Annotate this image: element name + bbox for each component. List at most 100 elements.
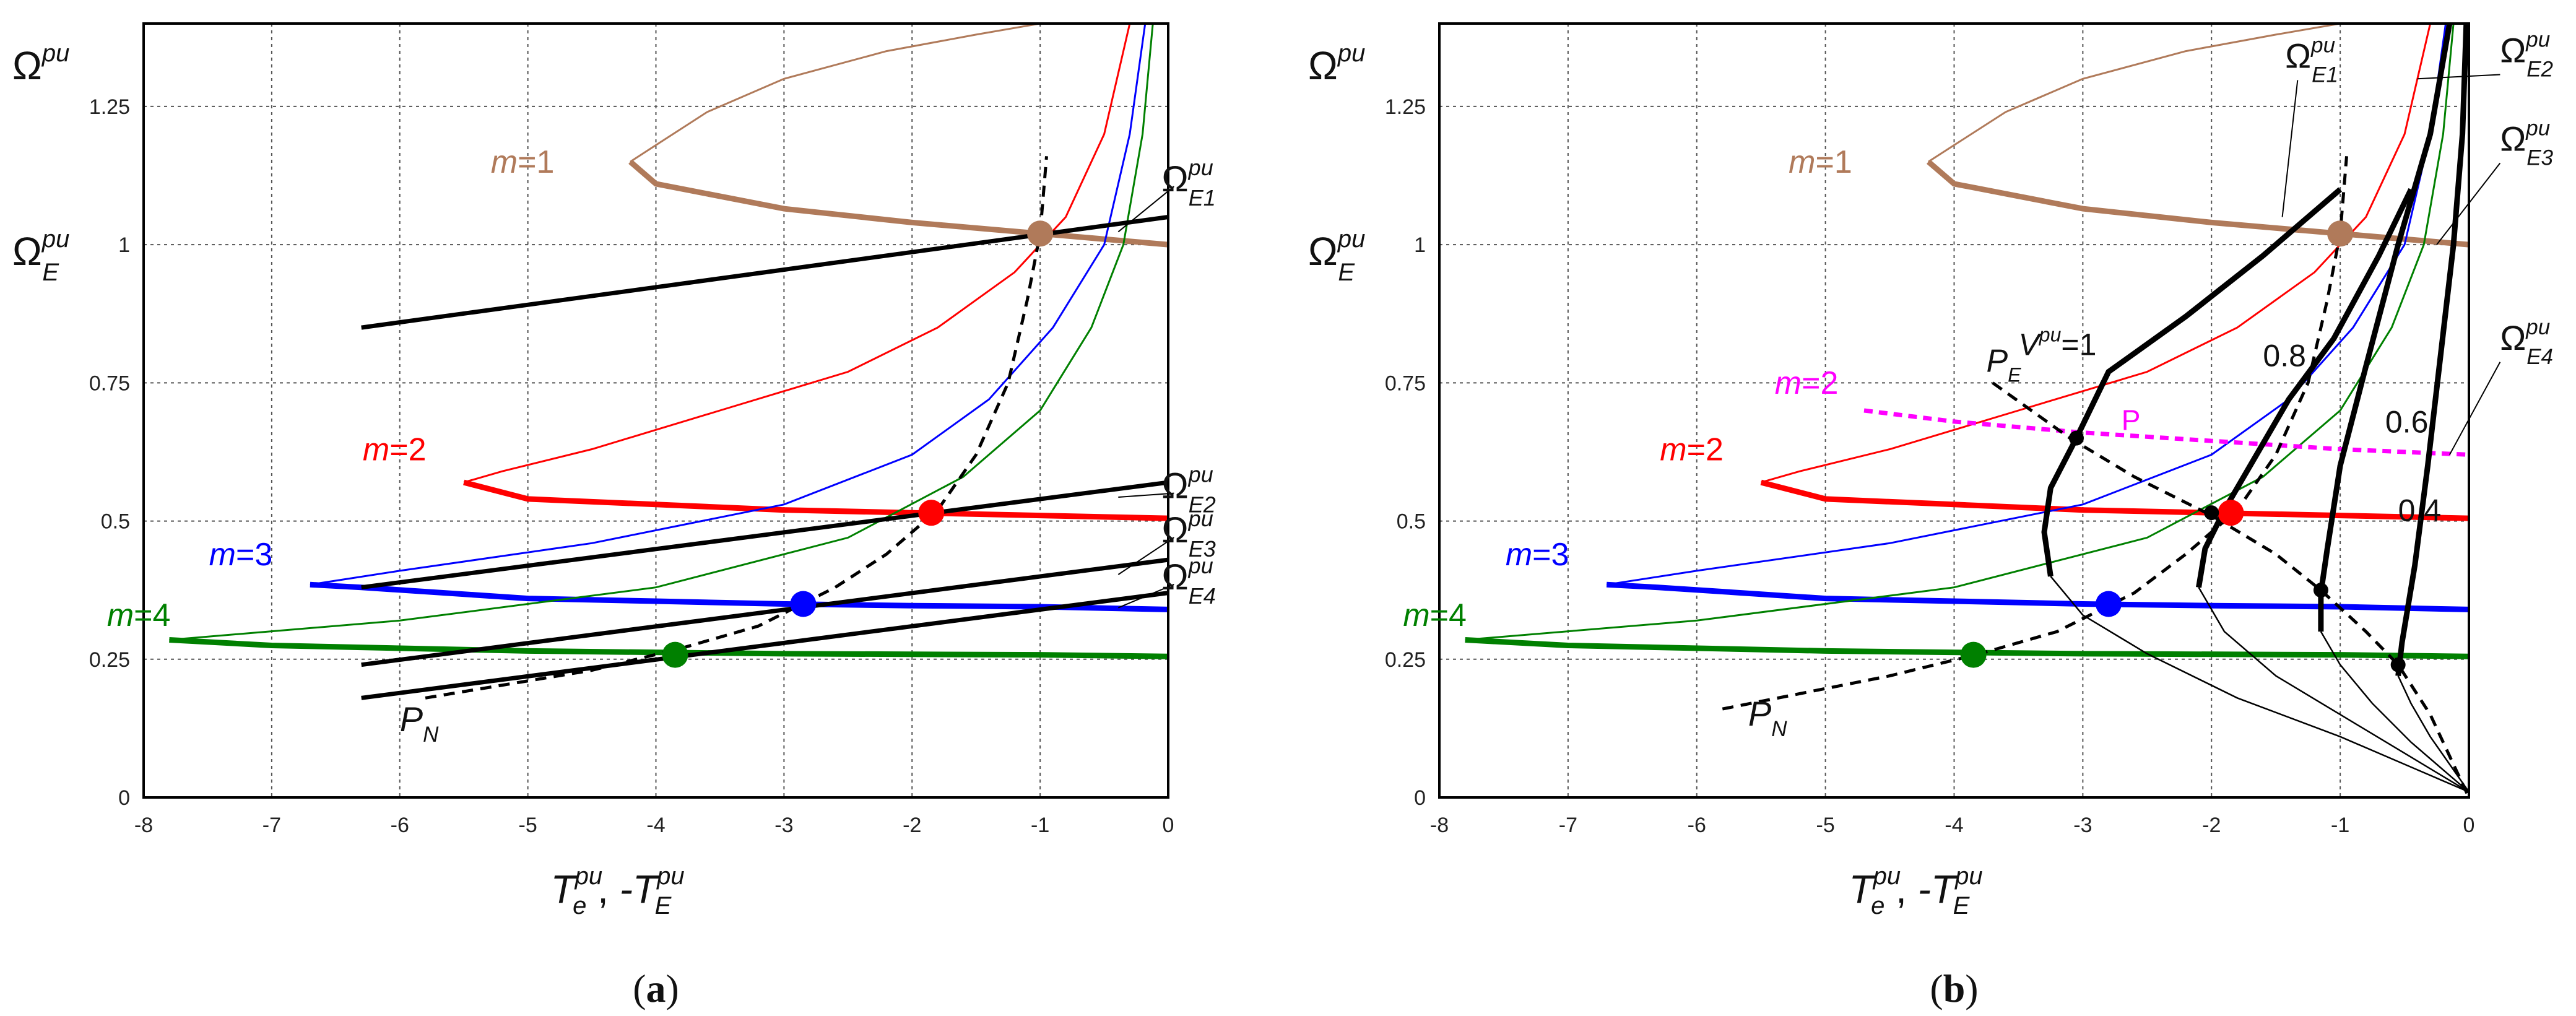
mode-curve-thin-2 bbox=[1761, 23, 2432, 484]
m1-point bbox=[1027, 220, 1054, 247]
y-tick-label: 0.25 bbox=[1385, 648, 1426, 672]
x-tick-label: -1 bbox=[1031, 814, 1049, 837]
mode-curve-thin-1 bbox=[630, 22, 1041, 163]
y-tick-label: 0.5 bbox=[101, 510, 130, 534]
y-tick-label: 0.5 bbox=[1397, 510, 1426, 534]
x-tick-label: 0 bbox=[1163, 814, 1174, 837]
y-tick-label: 0 bbox=[1414, 786, 1426, 810]
y-tick-label: 0.75 bbox=[1385, 371, 1426, 395]
load-line-leader bbox=[1118, 492, 1174, 498]
y-tick-label: 0.75 bbox=[89, 371, 130, 395]
x-axis-title: Tpu e , -Tpu E bbox=[1849, 862, 1983, 919]
a-caption: (a) bbox=[633, 966, 679, 1010]
x-tick-label: -2 bbox=[2202, 814, 2221, 837]
pe-curve bbox=[1992, 381, 2471, 799]
b-annotations: Ωpu Ωpu E Tpu e , -Tpu E m=1 m=2 m=3 m=4 m=2 P Vpu=1… bbox=[1308, 28, 2554, 920]
mode-curve-thick-2 bbox=[463, 479, 1169, 521]
y-axis-title-top: Ωpu bbox=[1308, 40, 1365, 88]
intersection-point-2 bbox=[2204, 505, 2219, 521]
load-line-label-1: Ωpu E1 bbox=[1161, 155, 1215, 211]
mode-curve-thin-3 bbox=[1606, 23, 2447, 586]
load-label-3: Ωpu E3 bbox=[2500, 116, 2553, 170]
y-tick-label: 1 bbox=[118, 233, 130, 257]
a-marks bbox=[169, 22, 1169, 700]
x-axis-title: Tpu e , -Tpu E bbox=[551, 862, 685, 919]
x-tick-label: -8 bbox=[134, 814, 153, 837]
mode-label-4: m=4 bbox=[1403, 597, 1467, 633]
b-plot-frame bbox=[1438, 22, 2470, 799]
mode-curve-thick-4 bbox=[1465, 637, 2470, 659]
mode-label-1: m=1 bbox=[491, 144, 555, 180]
load-line-leader bbox=[1117, 584, 1174, 609]
y-axis-title-bottom: Ωpu E bbox=[12, 225, 69, 286]
load-line-label-2: Ωpu E2 bbox=[1161, 462, 1215, 518]
load-label-leader bbox=[2436, 162, 2501, 245]
a-annotations: Ωpu Ωpu E Tpu e , -Tpu E m=1 m=2 m=3 m=4 Ωpu E1 Ωpu E… bbox=[12, 40, 1216, 919]
load-label-2: Ωpu E2 bbox=[2500, 28, 2553, 82]
voltage-curve-thin-2 bbox=[2198, 587, 2470, 793]
mode-curve-thin-1 bbox=[1928, 22, 2341, 163]
a-plot-frame bbox=[142, 22, 1169, 799]
voltage-curve-thick-2 bbox=[2196, 188, 2414, 588]
m2-point bbox=[918, 500, 945, 526]
voltage-curve-thick-4 bbox=[2395, 23, 2470, 677]
x-tick-label: -5 bbox=[1816, 814, 1835, 837]
magenta-p-label: P bbox=[2122, 404, 2141, 436]
a-grid bbox=[144, 24, 1168, 797]
mode-curve-thin-2 bbox=[463, 23, 1131, 484]
intersection-point-3 bbox=[2313, 583, 2328, 598]
mode-curve-thick-4 bbox=[169, 637, 1169, 659]
y-tick-label: 1.25 bbox=[89, 95, 130, 119]
a-tick-labels: -8 -7 -6 -5 -4 -3 -2 -1 0 0 0.25 0.5 0.75 1 1.25 bbox=[89, 95, 1174, 837]
pn-curve bbox=[1722, 156, 2348, 711]
magenta-dashed-curve bbox=[1863, 408, 2470, 457]
load-line-4 bbox=[361, 591, 1169, 700]
m4-point bbox=[1960, 641, 1987, 668]
b-grid bbox=[1439, 24, 2469, 797]
load-label-leader bbox=[2448, 362, 2501, 455]
x-tick-label: -6 bbox=[391, 814, 409, 837]
mode-curve-thick-2 bbox=[1760, 479, 2470, 521]
x-tick-label: -4 bbox=[646, 814, 665, 837]
b-marks bbox=[1465, 22, 2471, 799]
load-line-2 bbox=[361, 480, 1169, 590]
x-tick-label: -5 bbox=[519, 814, 537, 837]
voltage-label-2: 0.8 bbox=[2263, 339, 2306, 373]
x-tick-label: -1 bbox=[2331, 814, 2349, 837]
mode-curve-thin-3 bbox=[310, 23, 1147, 586]
pn-label: PN bbox=[1748, 694, 1787, 741]
voltage-curve-thin-1 bbox=[2050, 576, 2470, 793]
voltage-label-1: Vpu=1 bbox=[2018, 324, 2096, 362]
mode-label-2: m=2 bbox=[1660, 432, 1724, 467]
x-tick-label: -4 bbox=[1945, 814, 1963, 837]
y-tick-label: 1.25 bbox=[1385, 95, 1426, 119]
mode-label-3: m=3 bbox=[1506, 537, 1569, 573]
y-axis-title-top: Ωpu bbox=[12, 40, 69, 88]
x-tick-label: -7 bbox=[1559, 814, 1577, 837]
b-tick-labels: -8 -7 -6 -5 -4 -3 -2 -1 0 0 0.25 0.5 0.75 1 1.25 bbox=[1385, 95, 2475, 837]
load-line-leader bbox=[1117, 537, 1174, 575]
x-tick-label: -8 bbox=[1430, 814, 1449, 837]
y-tick-label: 0.25 bbox=[89, 648, 130, 672]
y-tick-label: 1 bbox=[1414, 233, 1426, 257]
m4-point bbox=[662, 641, 688, 668]
voltage-curve-thick-1 bbox=[2041, 187, 2343, 577]
voltage-curve-thin-3 bbox=[2320, 631, 2470, 793]
m3-point bbox=[2095, 591, 2122, 617]
pe-label: PE bbox=[1986, 344, 2021, 386]
x-tick-label: -2 bbox=[903, 814, 921, 837]
x-tick-label: 0 bbox=[2463, 814, 2475, 837]
m1-point bbox=[2327, 220, 2354, 247]
m2-point bbox=[2218, 500, 2244, 526]
x-tick-label: -3 bbox=[774, 814, 793, 837]
mode-label-3: m=3 bbox=[209, 537, 273, 573]
load-label-4: Ωpu E4 bbox=[2500, 315, 2553, 369]
x-tick-label: -3 bbox=[2073, 814, 2092, 837]
y-tick-label: 0 bbox=[118, 786, 130, 810]
load-line-label-3: Ωpu E3 bbox=[1161, 506, 1215, 562]
mode-label-1: m=1 bbox=[1789, 144, 1852, 180]
y-axis-title-bottom: Ωpu E bbox=[1308, 225, 1365, 286]
